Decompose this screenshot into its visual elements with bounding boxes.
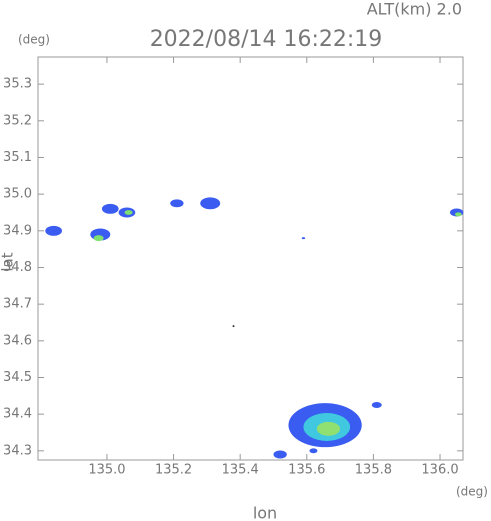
y-tick-label: 34.4	[3, 407, 32, 422]
echo-cell	[371, 401, 382, 408]
echo-cell	[455, 212, 462, 217]
echo-cell	[200, 197, 221, 210]
chart-title: 2022/08/14 16:22:19	[150, 27, 383, 52]
y-tick-label: 34.9	[3, 223, 32, 238]
echo-cell	[124, 210, 133, 215]
x-tick-label: 135.6	[288, 463, 325, 478]
plot-frame	[37, 56, 464, 461]
echo-cell	[301, 237, 306, 240]
echo-cell	[93, 235, 104, 242]
y-tick-label: 34.5	[3, 370, 32, 385]
echo-cell	[232, 325, 235, 328]
y-tick-label: 35.0	[3, 187, 32, 202]
echo-cell	[316, 421, 341, 436]
y-unit: (deg)	[18, 33, 50, 47]
echo-cell	[101, 203, 119, 214]
y-axis-label: lat	[0, 252, 17, 271]
x-tick-label: 136.0	[421, 463, 458, 478]
x-tick-label: 135.0	[88, 463, 125, 478]
y-tick-label: 34.8	[3, 260, 32, 275]
echo-cell	[273, 450, 287, 459]
y-tick-label: 34.7	[3, 297, 32, 312]
y-tick-label: 34.3	[3, 443, 32, 458]
echo-cell	[45, 225, 62, 236]
x-axis-label: lon	[253, 504, 277, 521]
x-tick-label: 135.8	[355, 463, 392, 478]
subtitle: ALT(km) 2.0	[367, 0, 462, 19]
x-tick-label: 135.2	[155, 463, 192, 478]
x-unit: (deg)	[456, 485, 488, 499]
echo-cell	[170, 199, 184, 208]
x-tick-label: 135.4	[222, 463, 259, 478]
y-tick-label: 34.6	[3, 333, 32, 348]
echo-cell	[309, 448, 318, 454]
y-tick-label: 35.3	[3, 77, 32, 92]
y-tick-label: 35.2	[3, 113, 32, 128]
y-tick-label: 35.1	[3, 150, 32, 165]
